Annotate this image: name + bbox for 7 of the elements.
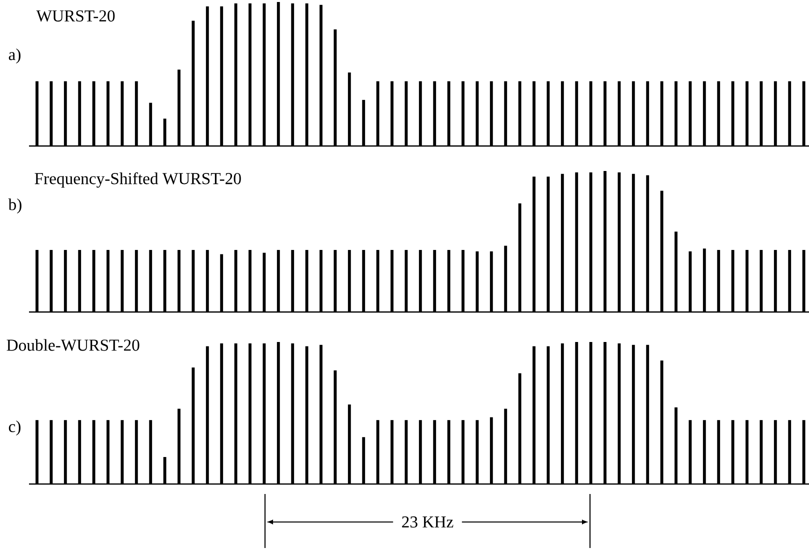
text: a): [8, 48, 20, 64]
text: 23 KHz: [402, 516, 454, 528]
text: b): [8, 198, 22, 214]
chart-title: Frequency-Shifted WURST-20: [34, 172, 241, 188]
chart-title: Double-WURST-20: [6, 339, 140, 351]
chart-title: WURST-20: [36, 10, 115, 22]
text: c): [8, 420, 20, 436]
